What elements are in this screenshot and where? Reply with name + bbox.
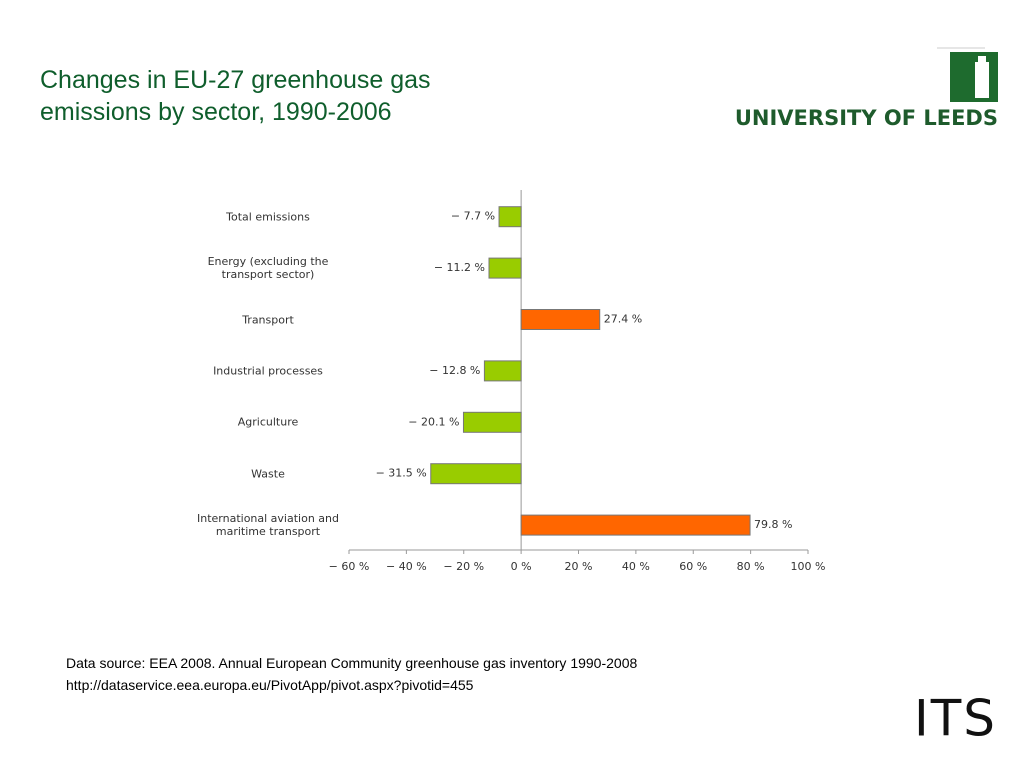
- category-label: Agriculture: [237, 415, 299, 429]
- bar: [520, 309, 601, 330]
- slide-title: Changes in EU-27 greenhouse gas emission…: [40, 66, 431, 126]
- x-tick-label: 60 %: [679, 560, 707, 573]
- value-label: 79.8 %: [754, 518, 792, 531]
- value-label: − 31.5 %: [376, 467, 427, 480]
- x-tick-label: 100 %: [791, 560, 826, 573]
- value-label: − 20.1 %: [408, 415, 459, 428]
- its-logo: ITS: [914, 690, 997, 748]
- bar: [483, 360, 522, 382]
- bar: [498, 206, 522, 228]
- value-label: 27.4 %: [604, 313, 642, 326]
- category-label: Waste: [251, 467, 285, 481]
- bar: [520, 514, 751, 536]
- x-tick-label: − 20 %: [443, 560, 484, 573]
- bar: [430, 463, 522, 485]
- category-label: Total emissions: [226, 210, 310, 224]
- value-label: − 11.2 %: [434, 261, 485, 274]
- bar: [488, 257, 522, 279]
- x-tick-label: − 40 %: [386, 560, 427, 573]
- value-label: − 7.7 %: [451, 210, 495, 223]
- source-text: Data source: EEA 2008. Annual European C…: [66, 655, 638, 671]
- category-label: Transport: [242, 313, 294, 326]
- category-label: International aviation and maritime tran…: [196, 512, 339, 539]
- value-label: − 12.8 %: [429, 364, 480, 377]
- logo-tower: [975, 62, 989, 98]
- x-tick-label: 0 %: [511, 560, 532, 573]
- logo-text: UNIVERSITY OF LEEDS: [735, 106, 998, 130]
- x-tick-label: − 60 %: [329, 560, 370, 573]
- category-label: Energy (excluding the transport sector): [207, 255, 329, 282]
- source-url: http://dataservice.eea.europa.eu/PivotAp…: [66, 677, 474, 693]
- x-tick-label: 40 %: [622, 560, 650, 573]
- category-label: Industrial processes: [213, 364, 323, 378]
- bar: [462, 411, 522, 433]
- x-tick-label: 20 %: [565, 560, 593, 573]
- x-tick-label: 80 %: [737, 560, 765, 573]
- logo-crest: [950, 52, 998, 102]
- logo-tower-top: [978, 56, 986, 64]
